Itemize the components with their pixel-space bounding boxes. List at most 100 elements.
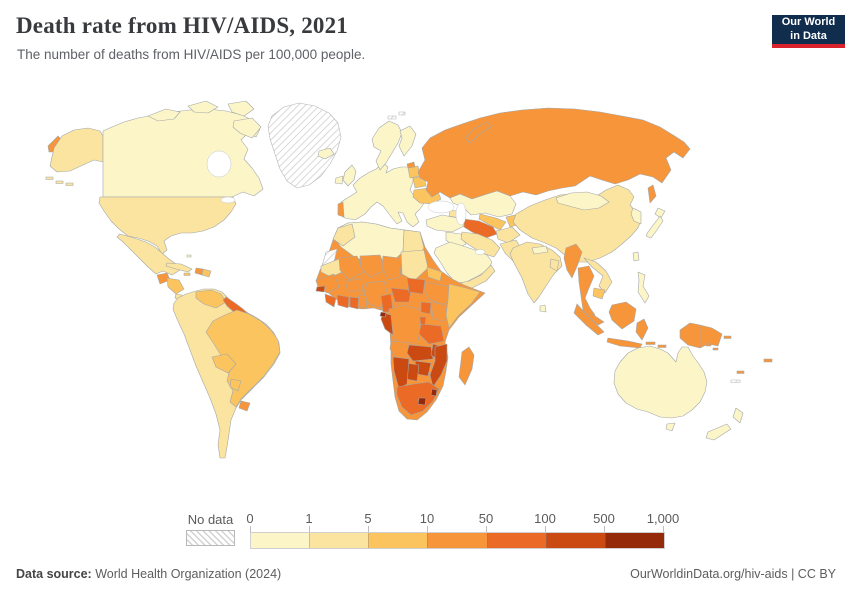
region-sulawesi[interactable] bbox=[635, 318, 649, 341]
region-mexico[interactable] bbox=[116, 233, 181, 276]
region-arctic-islands[interactable] bbox=[232, 117, 262, 139]
legend-bin-100-500[interactable] bbox=[545, 533, 605, 548]
legend-bin-5-10[interactable] bbox=[368, 533, 428, 548]
region-iran[interactable] bbox=[460, 231, 501, 258]
region-bahamas[interactable] bbox=[186, 254, 192, 258]
region-dominican-republic[interactable] bbox=[201, 268, 212, 278]
region-novaya-zemlya[interactable] bbox=[464, 121, 492, 144]
region-australia[interactable] bbox=[613, 345, 708, 419]
region-malaysia[interactable] bbox=[590, 313, 605, 326]
region-bangladesh[interactable] bbox=[549, 258, 560, 272]
region-south-africa[interactable] bbox=[396, 381, 440, 416]
region-equatorial-guinea[interactable] bbox=[379, 311, 387, 318]
region-mali[interactable] bbox=[338, 255, 365, 281]
region-burkina-faso[interactable] bbox=[344, 278, 364, 292]
region-guinea-bissau[interactable] bbox=[315, 285, 326, 293]
region-eritrea-djibouti[interactable] bbox=[426, 266, 443, 282]
region-iceland[interactable] bbox=[317, 147, 335, 160]
region-south-sudan[interactable] bbox=[406, 277, 426, 295]
region-thailand[interactable] bbox=[577, 265, 596, 320]
region-paraguay[interactable] bbox=[229, 378, 242, 392]
region-togo-benin[interactable] bbox=[357, 294, 368, 309]
region-mongolia[interactable] bbox=[555, 191, 610, 211]
region-kenya[interactable] bbox=[430, 301, 448, 322]
region-venezuela[interactable] bbox=[195, 289, 227, 309]
region-fiji[interactable] bbox=[763, 358, 773, 363]
region-new-caledonia[interactable] bbox=[730, 379, 741, 383]
region-sakhalin[interactable] bbox=[647, 184, 657, 204]
region-tanzania[interactable] bbox=[418, 323, 445, 345]
region-sri-lanka[interactable] bbox=[539, 304, 547, 313]
region-ghana[interactable] bbox=[349, 296, 360, 310]
region-haiti[interactable] bbox=[194, 267, 204, 276]
region-turkey[interactable] bbox=[425, 214, 465, 233]
region-lesotho[interactable] bbox=[417, 397, 427, 406]
region-indonesian-papua[interactable] bbox=[679, 322, 701, 349]
region-solomon-islands[interactable] bbox=[712, 347, 719, 351]
region-afghanistan[interactable] bbox=[495, 226, 521, 244]
region-madagascar[interactable] bbox=[458, 346, 475, 386]
region-svalbard[interactable] bbox=[387, 115, 397, 120]
footer-credit[interactable]: OurWorldinData.org/hiv-aids | CC BY bbox=[630, 567, 836, 581]
region-somalia[interactable] bbox=[445, 283, 481, 329]
region-vanuatu[interactable] bbox=[736, 370, 745, 374]
region-usa[interactable] bbox=[98, 196, 237, 255]
region-aleutian-islands[interactable] bbox=[65, 182, 74, 186]
region-chad[interactable] bbox=[381, 255, 402, 281]
region-svalbard[interactable] bbox=[398, 111, 406, 116]
region-java[interactable] bbox=[606, 337, 643, 349]
region-lesser-sunda[interactable] bbox=[645, 341, 656, 345]
region-myanmar[interactable] bbox=[563, 243, 583, 279]
region-japan[interactable] bbox=[645, 215, 664, 239]
region-nepal[interactable] bbox=[531, 245, 549, 255]
region-new-zealand[interactable] bbox=[732, 407, 744, 424]
region-finland[interactable] bbox=[398, 125, 417, 157]
region-central-african-republic[interactable] bbox=[390, 287, 412, 303]
region-sudan[interactable] bbox=[400, 249, 429, 282]
region-cambodia[interactable] bbox=[592, 287, 606, 300]
region-alaska[interactable] bbox=[49, 127, 104, 173]
region-sierra-leone-liberia[interactable] bbox=[324, 293, 337, 308]
region-papua-new-guinea[interactable] bbox=[699, 324, 723, 349]
region-arctic-islands[interactable] bbox=[147, 108, 181, 122]
region-honduras-nicaragua[interactable] bbox=[166, 277, 185, 295]
legend-bin-10-50[interactable] bbox=[427, 533, 487, 548]
region-aleutian-islands[interactable] bbox=[45, 176, 54, 180]
region-new-britain[interactable] bbox=[723, 335, 732, 339]
legend-bin-0-1[interactable] bbox=[251, 533, 310, 548]
region-estonia[interactable] bbox=[406, 161, 416, 169]
region-sumatra[interactable] bbox=[573, 303, 605, 336]
region-laos-vietnam[interactable] bbox=[583, 257, 613, 294]
region-zambia[interactable] bbox=[406, 344, 434, 362]
region-portugal[interactable] bbox=[337, 201, 345, 218]
region-new-zealand[interactable] bbox=[705, 423, 732, 441]
region-aleutian-islands[interactable] bbox=[55, 180, 64, 184]
region-ireland[interactable] bbox=[334, 175, 344, 185]
legend-bin-500-1000[interactable] bbox=[604, 533, 664, 548]
region-korea[interactable] bbox=[630, 207, 642, 225]
region-jamaica[interactable] bbox=[183, 272, 191, 276]
region-gabon-congo[interactable] bbox=[380, 312, 394, 336]
owid-logo[interactable]: Our World in Data bbox=[772, 15, 845, 48]
legend-bin-1-5[interactable] bbox=[309, 533, 369, 548]
region-solomon-islands[interactable] bbox=[705, 343, 712, 347]
region-uruguay[interactable] bbox=[238, 400, 251, 412]
region-borneo[interactable] bbox=[608, 301, 637, 330]
region-mozambique[interactable] bbox=[429, 343, 448, 388]
region-uganda[interactable] bbox=[420, 301, 432, 315]
region-cote-divoire[interactable] bbox=[336, 294, 350, 309]
region-arctic-islands[interactable] bbox=[227, 100, 255, 117]
region-turkmenistan[interactable] bbox=[463, 218, 498, 239]
region-bolivia[interactable] bbox=[211, 353, 237, 374]
region-eswatini[interactable] bbox=[430, 388, 438, 397]
region-morocco[interactable] bbox=[332, 223, 356, 247]
region-arctic-islands[interactable] bbox=[187, 100, 219, 114]
region-greenland[interactable] bbox=[267, 102, 342, 189]
legend-bin-50-100[interactable] bbox=[486, 533, 546, 548]
region-scandinavia[interactable] bbox=[371, 120, 403, 171]
region-brazil[interactable] bbox=[205, 309, 281, 408]
region-russia[interactable] bbox=[417, 107, 691, 200]
region-taiwan[interactable] bbox=[632, 251, 640, 262]
region-niger[interactable] bbox=[359, 254, 387, 278]
region-cuba[interactable] bbox=[165, 262, 193, 273]
